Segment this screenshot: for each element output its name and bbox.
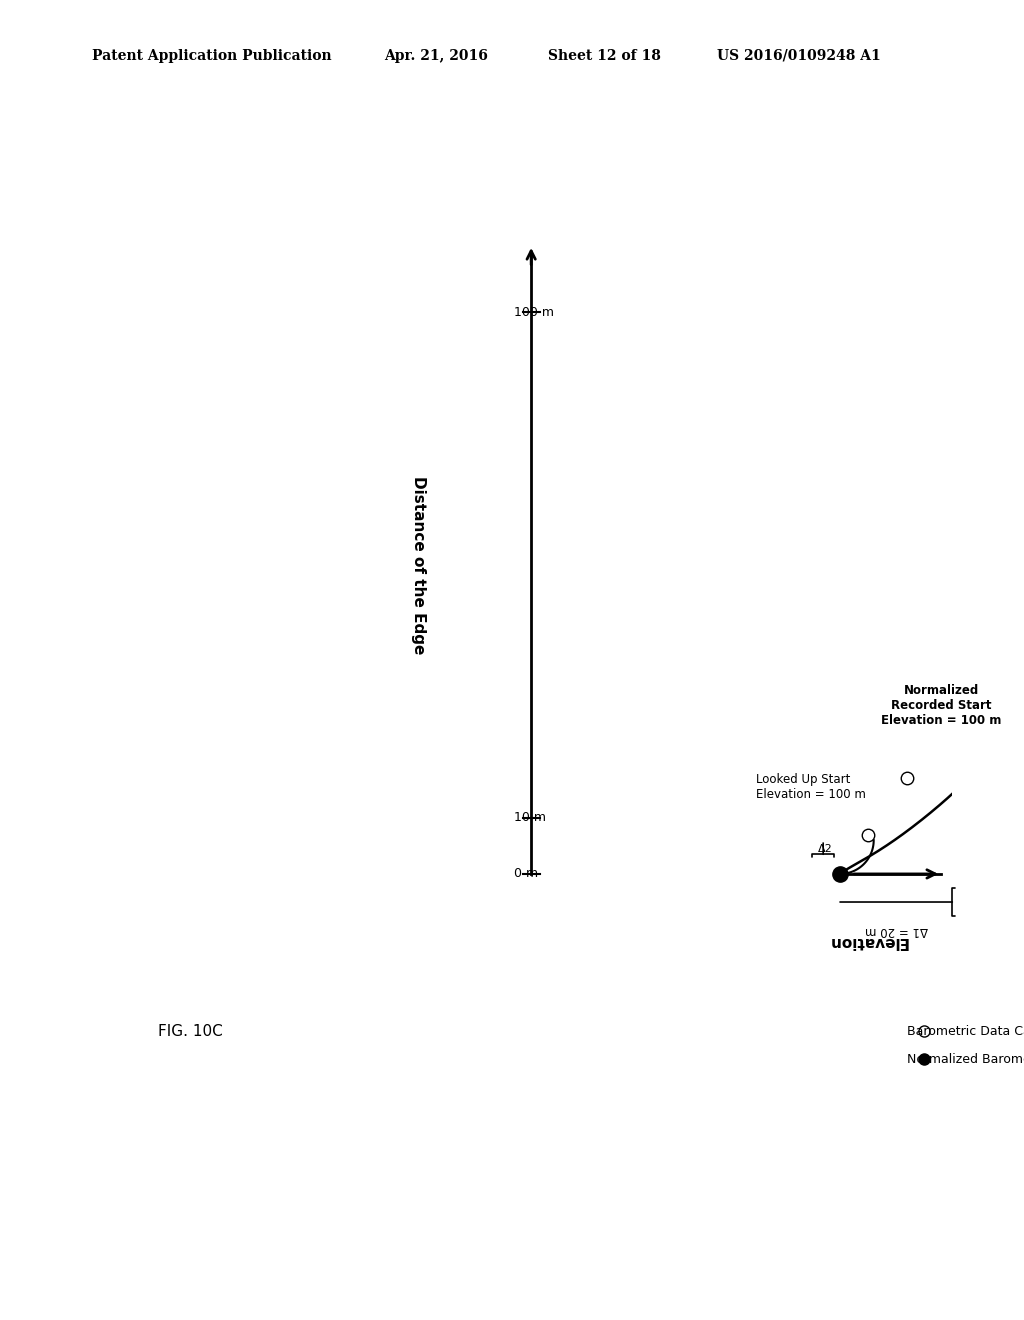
Text: FIG. 10C: FIG. 10C xyxy=(158,1024,222,1039)
Text: Sheet 12 of 18: Sheet 12 of 18 xyxy=(548,49,660,63)
Text: Normalized Barometric Data Candidate User Activity: Normalized Barometric Data Candidate Use… xyxy=(907,1053,1024,1065)
Text: Δ2: Δ2 xyxy=(817,843,833,854)
Text: 100 m: 100 m xyxy=(514,306,554,319)
Text: Elevation: Elevation xyxy=(828,933,908,949)
Text: Normalized
Recorded Start
Elevation = 100 m: Normalized Recorded Start Elevation = 10… xyxy=(881,684,1001,727)
Text: Apr. 21, 2016: Apr. 21, 2016 xyxy=(384,49,487,63)
Text: Distance of the Edge: Distance of the Edge xyxy=(412,477,426,655)
Text: 0 m: 0 m xyxy=(514,867,539,880)
Text: 10 m: 10 m xyxy=(514,812,547,824)
Text: Δ1 = 20 m: Δ1 = 20 m xyxy=(864,924,928,937)
Text: US 2016/0109248 A1: US 2016/0109248 A1 xyxy=(717,49,881,63)
Text: Barometric Data Candidate User Activity: Barometric Data Candidate User Activity xyxy=(907,1024,1024,1038)
Text: Looked Up Start
Elevation = 100 m: Looked Up Start Elevation = 100 m xyxy=(756,774,865,801)
Text: Patent Application Publication: Patent Application Publication xyxy=(92,49,332,63)
